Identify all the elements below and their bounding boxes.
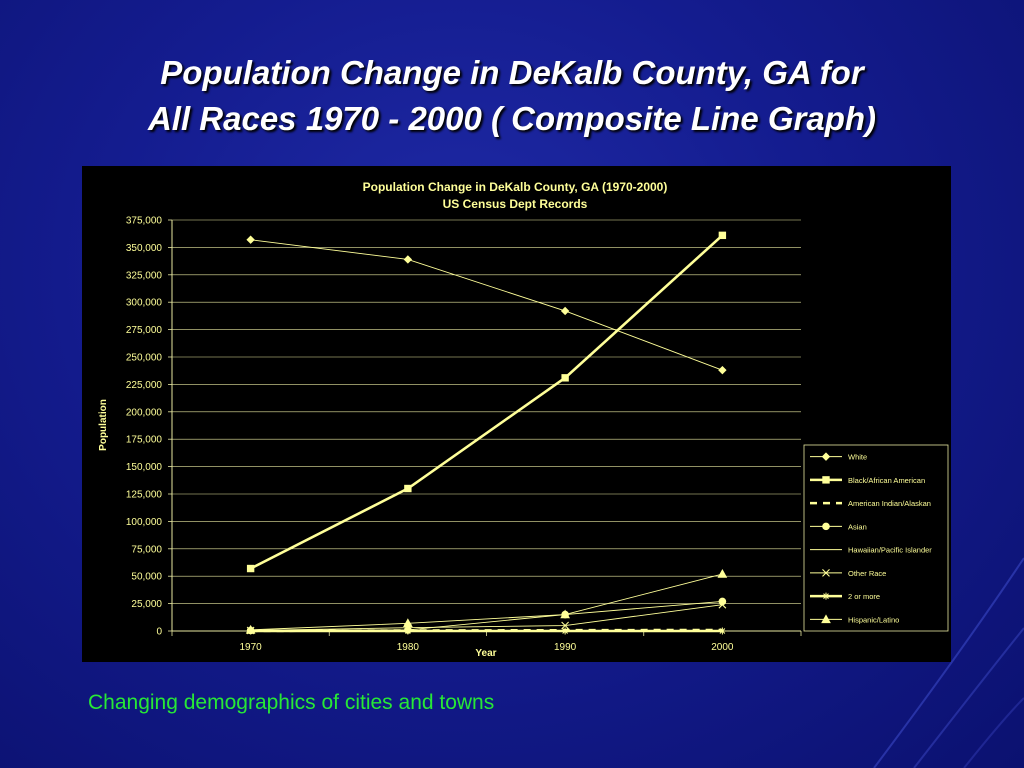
data-point-hispanic-latino — [717, 568, 728, 578]
data-point-white — [718, 365, 727, 375]
legend-box — [803, 444, 949, 632]
data-point-2-or-more — [561, 627, 569, 635]
data-point-other-race — [561, 621, 570, 630]
data-point-asian — [718, 597, 727, 606]
data-point-white — [403, 255, 413, 264]
slide-title: Population Change in DeKalb County, GA f… — [0, 50, 1024, 142]
line-chart: Population Change in DeKalb County, GA (… — [98, 180, 949, 659]
legend-item-other-race: Other Race — [810, 569, 886, 578]
y-tick-label: 350,000 — [126, 243, 163, 254]
legend-marker — [822, 592, 830, 600]
y-tick-label: 50,000 — [131, 572, 162, 583]
series-other-race — [246, 600, 727, 635]
legend-marker — [822, 522, 830, 531]
y-tick-label: 200,000 — [126, 407, 163, 418]
y-tick-label: 300,000 — [126, 298, 163, 309]
data-point-white — [560, 306, 570, 316]
legend-marker — [821, 452, 831, 461]
slide-title-line-1: Population Change in DeKalb County, GA f… — [160, 54, 864, 91]
legend-item-2-or-more: 2 or more — [810, 592, 880, 601]
series-line-hispanic-latino — [250, 573, 723, 631]
legend: White Black/African American American Indi… — [803, 444, 949, 632]
data-point-other-race — [718, 600, 727, 609]
series — [245, 231, 728, 635]
slide-title-line-2: All Races 1970 - 2000 ( Composite Line G… — [147, 100, 877, 137]
y-tick-label: 150,000 — [126, 462, 163, 473]
legend-item-white: White — [810, 452, 867, 462]
series-line-black-african-american — [250, 234, 724, 570]
series-line-other-race — [250, 604, 723, 631]
y-tick-label: 175,000 — [126, 435, 163, 446]
y-tick-label: 75,000 — [131, 544, 162, 555]
legend-label: American Indian/Alaskan — [848, 499, 931, 508]
y-axis-label: Population — [98, 399, 109, 451]
series-black-african-american — [246, 231, 727, 573]
data-point-black-african-american — [718, 231, 727, 240]
legend-label: Hispanic/Latino — [848, 615, 899, 624]
series-white — [246, 235, 727, 375]
series-line-asian — [250, 600, 723, 631]
chart-title: Population Change in DeKalb County, GA (… — [363, 180, 668, 194]
y-tick-label: 100,000 — [126, 517, 163, 528]
series-hispanic-latino — [245, 568, 728, 634]
data-point-2-or-more — [718, 627, 726, 635]
grid — [172, 219, 801, 604]
legend-marker — [822, 568, 830, 577]
legend-marker — [821, 614, 831, 624]
x-tick-label: 1970 — [240, 642, 263, 653]
legend-marker — [822, 476, 830, 484]
data-point-hispanic-latino — [245, 624, 256, 634]
data-point-black-african-american — [561, 374, 569, 382]
legend-item-black-african-american: Black/African American — [810, 476, 925, 485]
slide-caption: Changing demographics of cities and town… — [88, 691, 495, 714]
legend-item-hawaiian-pacific-islander: Hawaiian/Pacific Islander — [810, 546, 932, 555]
axes: 0 25,000 50,000 75,000 100,000 125,000 150,000… — [126, 216, 802, 653]
data-point-hispanic-latino — [403, 618, 413, 628]
legend-label: 2 or more — [848, 592, 880, 601]
data-point-hispanic-latino — [560, 609, 570, 619]
y-tick-label: 125,000 — [126, 490, 163, 501]
y-tick-label: 25,000 — [131, 599, 162, 610]
y-tick-label: 375,000 — [126, 216, 163, 227]
y-tick-label: 275,000 — [126, 325, 163, 336]
legend-label: Hawaiian/Pacific Islander — [848, 546, 932, 555]
legend-label: Other Race — [848, 569, 886, 578]
y-tick-label: 225,000 — [126, 380, 163, 391]
data-point-black-african-american — [404, 484, 412, 493]
legend-item-american-indian-alaskan: American Indian/Alaskan — [810, 499, 931, 508]
legend-label: Asian — [848, 522, 867, 531]
x-tick-label: 1990 — [554, 642, 577, 653]
legend-label: White — [848, 453, 867, 462]
data-point-white — [246, 235, 255, 244]
data-point-black-african-american — [246, 564, 255, 573]
chart-panel: Population Change in DeKalb County, GA (… — [82, 166, 951, 662]
data-point-2-or-more — [404, 627, 412, 635]
y-tick-label: 250,000 — [126, 353, 163, 364]
x-tick-label: 2000 — [711, 642, 734, 653]
legend-item-asian: Asian — [810, 522, 867, 531]
x-axis-label: Year — [475, 648, 496, 659]
x-tick-label: 1980 — [397, 642, 420, 653]
y-tick-label: 0 — [156, 627, 162, 638]
y-tick-label: 325,000 — [126, 270, 163, 281]
chart-subtitle: US Census Dept Records — [443, 197, 588, 211]
series-line-white — [250, 239, 723, 371]
legend-label: Black/African American — [848, 476, 925, 485]
